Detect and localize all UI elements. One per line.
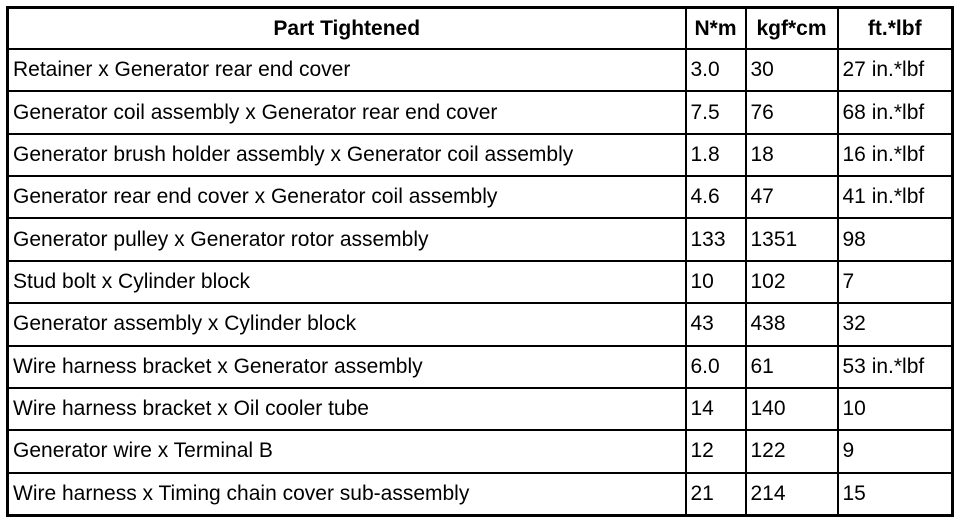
table-cell: 41 in.*lbf bbox=[836, 175, 954, 220]
table-row: Generator assembly x Cylinder block 43 438… bbox=[6, 302, 954, 347]
table-cell: Generator pulley x Generator rotor assem… bbox=[6, 217, 687, 262]
table-cell: 102 bbox=[744, 259, 839, 305]
table-cell: 32 bbox=[836, 302, 954, 347]
table-cell: 47 bbox=[744, 175, 839, 220]
table-cell: 68 in.*lbf bbox=[836, 90, 954, 135]
header-cell: N*m bbox=[684, 6, 747, 50]
header-cell: kgf*cm bbox=[744, 6, 839, 50]
table-cell: 53 in.*lbf bbox=[836, 344, 954, 389]
table-cell: 7 bbox=[836, 259, 954, 305]
table-cell: 438 bbox=[744, 302, 839, 347]
table-cell: Generator assembly x Cylinder block bbox=[6, 302, 687, 347]
table-cell: Wire harness bracket x Oil cooler tube bbox=[6, 386, 687, 432]
table-cell: Wire harness bracket x Generator assembl… bbox=[6, 344, 687, 389]
table-row: Generator wire x Terminal B 12 122 9 bbox=[6, 429, 954, 474]
table-row: Wire harness x Timing chain cover sub-as… bbox=[6, 471, 954, 517]
table-cell: Generator wire x Terminal B bbox=[6, 429, 687, 474]
table-cell: 18 bbox=[744, 132, 839, 178]
table-cell: 122 bbox=[744, 429, 839, 474]
table-row: Retainer x Generator rear end cover 3.0 30… bbox=[6, 47, 954, 93]
table-cell: Stud bolt x Cylinder block bbox=[6, 259, 687, 305]
table-cell: 140 bbox=[744, 386, 839, 432]
table-row: Stud bolt x Cylinder block 10 102 7 bbox=[6, 259, 954, 305]
table-cell: 7.5 bbox=[684, 90, 747, 135]
table-cell: 98 bbox=[836, 217, 954, 262]
header-row: Part Tightened N*m kgf*cm ft.*lbf bbox=[6, 6, 954, 50]
table-cell: 30 bbox=[744, 47, 839, 93]
table-cell: 43 bbox=[684, 302, 747, 347]
table-header: Part Tightened N*m kgf*cm ft.*lbf bbox=[6, 6, 954, 50]
table-row: Generator brush holder assembly x Genera… bbox=[6, 132, 954, 178]
table-row: Generator coil assembly x Generator rear… bbox=[6, 90, 954, 135]
table-row: Generator pulley x Generator rotor assem… bbox=[6, 217, 954, 262]
table-cell: 9 bbox=[836, 429, 954, 474]
header-cell: Part Tightened bbox=[6, 6, 687, 50]
table-cell: 61 bbox=[744, 344, 839, 389]
table-cell: 1351 bbox=[744, 217, 839, 262]
table-cell: Generator rear end cover x Generator coi… bbox=[6, 175, 687, 220]
table-cell: 16 in.*lbf bbox=[836, 132, 954, 178]
table-cell: 12 bbox=[684, 429, 747, 474]
table-row: Generator rear end cover x Generator coi… bbox=[6, 175, 954, 220]
torque-table: Part Tightened N*m kgf*cm ft.*lbf Retainer … bbox=[6, 6, 954, 517]
header-cell: ft.*lbf bbox=[836, 6, 954, 50]
table-row: Wire harness bracket x Generator assembl… bbox=[6, 344, 954, 389]
table-cell: 10 bbox=[836, 386, 954, 432]
table-body: Retainer x Generator rear end cover 3.0 30… bbox=[6, 47, 954, 517]
table-cell: 3.0 bbox=[684, 47, 747, 93]
table-cell: 4.6 bbox=[684, 175, 747, 220]
table-cell: 14 bbox=[684, 386, 747, 432]
table-cell: 27 in.*lbf bbox=[836, 47, 954, 93]
table-cell: Wire harness x Timing chain cover sub-as… bbox=[6, 471, 687, 517]
table-cell: 15 bbox=[836, 471, 954, 517]
table-cell: Retainer x Generator rear end cover bbox=[6, 47, 687, 93]
table-cell: Generator brush holder assembly x Genera… bbox=[6, 132, 687, 178]
table-cell: 10 bbox=[684, 259, 747, 305]
table-cell: 1.8 bbox=[684, 132, 747, 178]
table-row: Wire harness bracket x Oil cooler tube 14… bbox=[6, 386, 954, 432]
table-cell: 133 bbox=[684, 217, 747, 262]
table-cell: Generator coil assembly x Generator rear… bbox=[6, 90, 687, 135]
table-cell: 21 bbox=[684, 471, 747, 517]
table-cell: 76 bbox=[744, 90, 839, 135]
table-cell: 214 bbox=[744, 471, 839, 517]
table-cell: 6.0 bbox=[684, 344, 747, 389]
